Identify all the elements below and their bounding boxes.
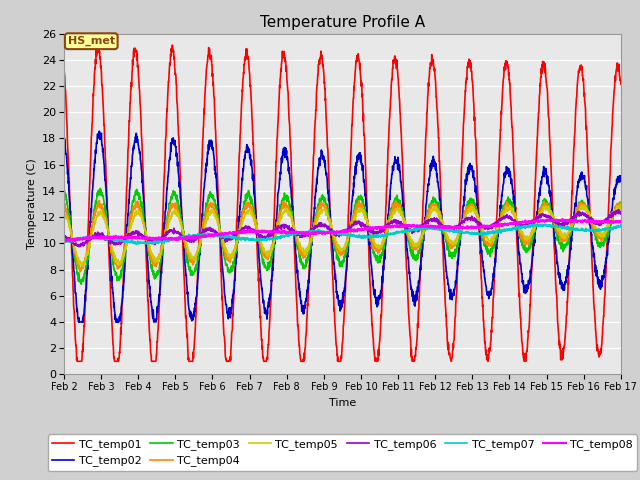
Y-axis label: Temperature (C): Temperature (C) [26, 158, 36, 250]
TC_temp05 [577, 202, 585, 208]
Title: Temperature Profile A: Temperature Profile A [260, 15, 425, 30]
TC_temp03 [359, 198, 367, 204]
TC_temp03 [584, 203, 591, 208]
TC_temp05 [617, 202, 625, 208]
TC_temp04 [216, 228, 223, 234]
Line: TC_temp06: TC_temp06 [64, 210, 621, 247]
TC_temp08 [617, 219, 625, 225]
TC_temp07 [504, 226, 512, 232]
TC_temp07 [617, 222, 625, 228]
TC_temp07 [538, 221, 546, 227]
TC_temp02 [617, 179, 625, 184]
TC_temp02 [371, 295, 379, 300]
TC_temp02 [60, 137, 68, 143]
TC_temp06 [60, 234, 68, 240]
TC_temp03 [568, 226, 576, 232]
TC_temp07 [60, 239, 68, 244]
TC_temp01 [505, 72, 513, 78]
TC_temp05 [371, 240, 379, 246]
TC_temp04 [568, 225, 576, 230]
TC_temp05 [504, 207, 512, 213]
TC_temp04 [95, 197, 103, 203]
X-axis label: Time: Time [329, 397, 356, 408]
TC_temp05 [568, 224, 575, 230]
TC_temp03 [97, 185, 104, 191]
Legend: TC_temp01, TC_temp02, TC_temp03, TC_temp04, TC_temp05, TC_temp06, TC_temp07, TC_: TC_temp01, TC_temp02, TC_temp03, TC_temp… [47, 434, 637, 471]
TC_temp07 [133, 241, 141, 247]
TC_temp05 [216, 227, 223, 232]
TC_temp02 [75, 319, 83, 325]
TC_temp04 [584, 209, 591, 215]
TC_temp05 [584, 207, 591, 213]
TC_temp08 [584, 219, 591, 225]
TC_temp06 [359, 222, 367, 228]
TC_temp06 [504, 215, 512, 220]
TC_temp08 [559, 216, 566, 222]
TC_temp04 [371, 246, 379, 252]
TC_temp03 [505, 198, 513, 204]
TC_temp01 [568, 188, 576, 194]
TC_temp08 [371, 225, 379, 230]
TC_temp06 [617, 211, 625, 217]
TC_temp02 [359, 163, 367, 168]
TC_temp01 [359, 108, 367, 113]
TC_temp07 [568, 225, 576, 230]
Line: TC_temp07: TC_temp07 [64, 224, 621, 244]
TC_temp07 [216, 233, 223, 239]
TC_temp08 [568, 219, 576, 225]
TC_temp06 [568, 216, 575, 221]
TC_temp04 [60, 201, 68, 207]
Line: TC_temp05: TC_temp05 [64, 205, 621, 266]
TC_temp08 [60, 239, 68, 244]
TC_temp06 [216, 233, 223, 239]
TC_temp01 [371, 358, 379, 364]
TC_temp01 [216, 236, 223, 241]
TC_temp06 [615, 207, 623, 213]
TC_temp08 [71, 239, 79, 244]
TC_temp03 [371, 251, 379, 257]
TC_temp07 [359, 234, 367, 240]
TC_temp02 [568, 232, 576, 238]
TC_temp03 [216, 225, 223, 231]
Line: TC_temp04: TC_temp04 [64, 200, 621, 272]
TC_temp07 [371, 233, 379, 239]
TC_temp07 [584, 227, 591, 232]
TC_temp06 [371, 229, 379, 235]
TC_temp03 [77, 281, 85, 287]
TC_temp08 [504, 221, 512, 227]
Text: HS_met: HS_met [68, 36, 115, 47]
TC_temp02 [584, 195, 591, 201]
TC_temp01 [584, 149, 591, 155]
TC_temp06 [76, 244, 84, 250]
TC_temp02 [95, 128, 103, 134]
Line: TC_temp02: TC_temp02 [64, 131, 621, 322]
TC_temp03 [60, 189, 68, 195]
TC_temp08 [359, 226, 367, 231]
Line: TC_temp03: TC_temp03 [64, 188, 621, 284]
TC_temp03 [617, 201, 625, 207]
Line: TC_temp08: TC_temp08 [64, 219, 621, 241]
TC_temp05 [60, 208, 68, 214]
TC_temp05 [79, 263, 86, 269]
TC_temp02 [216, 225, 223, 231]
Line: TC_temp01: TC_temp01 [64, 45, 621, 361]
TC_temp04 [359, 209, 367, 215]
TC_temp01 [617, 81, 625, 87]
TC_temp02 [505, 167, 513, 173]
TC_temp01 [60, 64, 68, 70]
TC_temp05 [359, 208, 367, 214]
TC_temp01 [168, 42, 176, 48]
TC_temp06 [584, 215, 591, 220]
TC_temp01 [74, 359, 81, 364]
TC_temp04 [76, 269, 84, 275]
TC_temp04 [505, 203, 513, 209]
TC_temp08 [216, 232, 223, 238]
TC_temp04 [617, 204, 625, 210]
